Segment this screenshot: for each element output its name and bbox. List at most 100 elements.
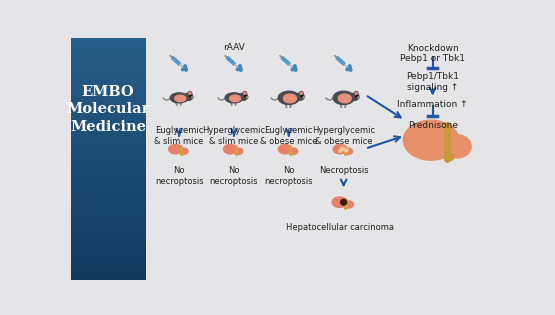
Bar xyxy=(71,171,145,172)
Bar xyxy=(71,272,145,273)
Bar xyxy=(71,42,145,43)
Circle shape xyxy=(349,67,351,70)
Bar xyxy=(71,145,145,146)
Bar xyxy=(71,248,145,249)
Bar xyxy=(71,177,145,178)
Text: Prednisone: Prednisone xyxy=(408,121,458,130)
Bar xyxy=(71,254,145,255)
Bar xyxy=(71,63,145,64)
Bar xyxy=(71,122,145,123)
Bar xyxy=(71,56,145,57)
Ellipse shape xyxy=(350,93,359,100)
Bar xyxy=(71,148,145,149)
Bar xyxy=(71,69,145,70)
Circle shape xyxy=(356,95,357,97)
Bar xyxy=(71,53,145,54)
Bar xyxy=(71,49,145,50)
Bar xyxy=(71,130,145,131)
Bar xyxy=(71,125,145,126)
Bar xyxy=(71,99,145,100)
Bar xyxy=(71,230,145,231)
Bar xyxy=(71,233,145,234)
Bar xyxy=(71,160,145,161)
Bar xyxy=(71,251,145,252)
Bar xyxy=(71,272,145,273)
Bar xyxy=(71,208,145,209)
Bar xyxy=(71,97,145,98)
Bar xyxy=(71,237,145,238)
Circle shape xyxy=(239,67,242,70)
Ellipse shape xyxy=(339,149,342,152)
Ellipse shape xyxy=(225,93,243,103)
Text: No
necroptosis: No necroptosis xyxy=(265,166,313,186)
Bar xyxy=(71,270,145,271)
Bar xyxy=(71,234,145,235)
Bar xyxy=(71,182,145,183)
Bar xyxy=(71,90,145,91)
Bar xyxy=(71,194,145,195)
Bar xyxy=(71,184,145,185)
Bar xyxy=(71,202,145,203)
Bar xyxy=(71,146,145,147)
Bar xyxy=(71,167,145,168)
Bar xyxy=(71,151,145,152)
Bar xyxy=(71,217,145,218)
Circle shape xyxy=(346,68,349,71)
Bar xyxy=(71,127,145,128)
Bar xyxy=(71,48,145,49)
Bar xyxy=(71,199,145,200)
Bar xyxy=(71,173,145,174)
Circle shape xyxy=(291,68,294,71)
Polygon shape xyxy=(226,57,235,65)
Circle shape xyxy=(184,67,187,70)
Bar xyxy=(71,133,145,134)
Bar xyxy=(71,115,145,116)
Ellipse shape xyxy=(284,94,296,103)
Bar xyxy=(71,135,145,136)
Bar xyxy=(71,65,145,66)
Bar xyxy=(71,183,145,184)
Ellipse shape xyxy=(345,153,347,155)
Text: No
necroptosis: No necroptosis xyxy=(210,166,258,186)
Bar xyxy=(71,67,145,68)
Bar xyxy=(71,129,145,130)
Ellipse shape xyxy=(243,91,246,95)
Polygon shape xyxy=(171,57,180,65)
Bar xyxy=(71,109,145,110)
Bar xyxy=(71,66,145,67)
Ellipse shape xyxy=(180,153,183,155)
Bar xyxy=(71,134,145,135)
Bar xyxy=(71,120,145,121)
Bar xyxy=(71,214,145,215)
Bar xyxy=(71,166,145,167)
Ellipse shape xyxy=(345,206,348,209)
Bar xyxy=(71,178,145,179)
Bar xyxy=(71,206,145,207)
Bar xyxy=(71,209,145,210)
Bar xyxy=(71,142,145,143)
Circle shape xyxy=(349,69,352,71)
Ellipse shape xyxy=(300,92,302,95)
Ellipse shape xyxy=(189,92,191,95)
Circle shape xyxy=(294,65,296,67)
Bar xyxy=(71,103,145,104)
Bar xyxy=(71,189,145,190)
Bar xyxy=(71,279,145,280)
Bar xyxy=(71,190,145,191)
Bar xyxy=(71,216,145,217)
Bar xyxy=(71,228,145,229)
Bar xyxy=(71,180,145,181)
Bar xyxy=(71,229,145,230)
Bar xyxy=(71,44,145,45)
Bar xyxy=(71,221,145,222)
Bar xyxy=(71,89,145,90)
Bar xyxy=(71,117,145,118)
Bar xyxy=(71,54,145,55)
Bar xyxy=(71,259,145,260)
Bar xyxy=(71,185,145,186)
Bar xyxy=(71,193,145,194)
Bar xyxy=(71,182,145,183)
Bar xyxy=(71,116,145,117)
Bar xyxy=(71,176,145,177)
Bar xyxy=(71,278,145,279)
